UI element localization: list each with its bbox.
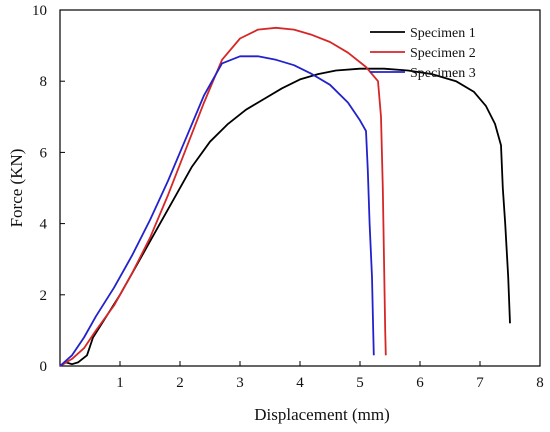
plot-frame	[59, 9, 541, 367]
x-tick-label: 4	[296, 375, 304, 391]
y-tick-label: 6	[40, 145, 48, 161]
x-tick-label: 2	[176, 375, 184, 391]
x-axis-label: Displacement (mm)	[254, 405, 390, 424]
series-line-specimen-3	[59, 55, 375, 367]
legend-label-specimen-3: Specimen 3	[410, 66, 476, 81]
y-axis-label: Force (KN)	[7, 149, 26, 228]
x-tick-label: 7	[476, 375, 484, 391]
y-tick-label: 8	[40, 74, 48, 90]
x-tick-label: 1	[116, 375, 124, 391]
x-tick-label: 8	[536, 375, 544, 391]
ticks: 1 2 3 4 5 6 7 8 0 2 4 6 8 10	[32, 3, 544, 391]
x-tick-label: 5	[356, 375, 364, 391]
y-tick-label: 2	[40, 288, 48, 304]
x-tick-label: 6	[416, 375, 424, 391]
series-group	[59, 26, 511, 367]
series-line-specimen-1	[59, 67, 511, 367]
legend-label-specimen-2: Specimen 2	[410, 46, 476, 61]
legend: Specimen 1 Specimen 2 Specimen 3	[370, 26, 476, 81]
y-tick-label: 0	[40, 359, 48, 375]
legend-label-specimen-1: Specimen 1	[410, 26, 476, 41]
series-line-specimen-2	[59, 26, 387, 367]
y-tick-label: 4	[40, 217, 48, 233]
x-tick-label: 3	[236, 375, 244, 391]
y-tick-label: 10	[32, 3, 47, 19]
